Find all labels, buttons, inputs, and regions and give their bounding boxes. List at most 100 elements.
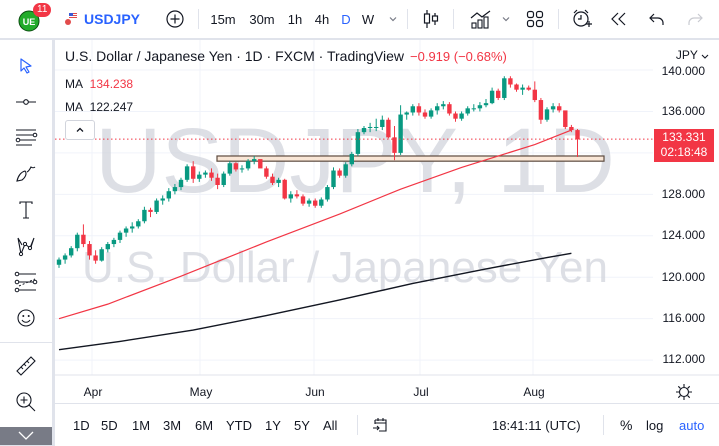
- trend-line-tool[interactable]: [0, 86, 52, 118]
- interval-label: 1h: [287, 11, 303, 27]
- month-label: Aug: [523, 385, 545, 399]
- range-label: 3M: [163, 417, 182, 433]
- bottom-toolbar: 1D 5D 1M 3M 6M YTD 1Y 5Y All 18:41:11 (U…: [55, 403, 719, 446]
- range-label: 1D: [73, 417, 90, 433]
- divider: [357, 415, 358, 435]
- chevron-down-icon: [701, 54, 709, 59]
- percent-label: %: [620, 417, 633, 433]
- compare-add-button[interactable]: [162, 0, 188, 38]
- gear-icon: [676, 384, 692, 400]
- range-1m[interactable]: 1M: [132, 404, 150, 446]
- horizontal-lines-tool[interactable]: [0, 122, 52, 154]
- month-label: Apr: [83, 385, 103, 399]
- layout-button[interactable]: [522, 0, 548, 38]
- price-label: 128.000: [661, 187, 705, 201]
- currency-selector[interactable]: JPY: [676, 48, 709, 62]
- text-tool[interactable]: [0, 194, 52, 226]
- month-label: Jun: [305, 385, 325, 399]
- notification-badge: 11: [33, 3, 52, 17]
- undo-button[interactable]: [644, 0, 670, 38]
- range-1d[interactable]: 1D: [73, 404, 90, 446]
- chart-type-button[interactable]: [419, 0, 443, 38]
- pattern-tool[interactable]: [0, 230, 52, 262]
- range-all[interactable]: All: [323, 404, 337, 446]
- svg-text:UE: UE: [23, 17, 36, 27]
- measure-tool[interactable]: [0, 350, 52, 382]
- symbol-label: USDJPY: [84, 11, 141, 27]
- bar-countdown: 02:18:48: [660, 145, 708, 159]
- interval-label: W: [361, 11, 375, 27]
- brush-tool[interactable]: [0, 158, 52, 190]
- range-label: 5Y: [294, 417, 310, 433]
- text-t-icon: [19, 201, 33, 219]
- month-label: Jul: [413, 385, 429, 399]
- redo-button[interactable]: [682, 0, 708, 38]
- ma-label: MA: [65, 100, 83, 114]
- zoom-in-tool[interactable]: [0, 386, 52, 418]
- replay-button[interactable]: [606, 0, 632, 38]
- indicators-dropdown[interactable]: [499, 0, 513, 38]
- legend-collapse-button[interactable]: [65, 120, 95, 140]
- interval-d[interactable]: D: [337, 0, 355, 38]
- drawing-toolbar: [0, 40, 52, 445]
- range-6m[interactable]: 6M: [195, 404, 213, 446]
- grid-layout-icon: [526, 10, 544, 28]
- user-avatar[interactable]: UE 11: [9, 0, 52, 38]
- price-label: 140.000: [661, 64, 705, 78]
- price-label: 116.000: [662, 311, 706, 325]
- range-3m[interactable]: 3M: [163, 404, 181, 446]
- ruler-icon: [16, 356, 36, 376]
- range-label: 1Y: [265, 417, 281, 433]
- price-chart[interactable]: USDJPY, 1DU.S. Dollar / Japanese Yen: [55, 40, 719, 445]
- clock-label: 18:41:11 (UTC): [492, 417, 581, 433]
- go-to-date-button[interactable]: [371, 404, 389, 446]
- interval-30m[interactable]: 30m: [245, 0, 279, 38]
- symbol-search[interactable]: USDJPY: [64, 0, 144, 38]
- interval-15m[interactable]: 15m: [208, 0, 238, 38]
- auto-label: auto: [679, 417, 705, 433]
- chevron-up-icon: [76, 127, 84, 132]
- price-label: 120.000: [661, 270, 705, 284]
- plus-circle-icon: [166, 10, 184, 28]
- month-label: May: [189, 385, 213, 399]
- percent-scale-toggle[interactable]: %: [620, 404, 632, 446]
- range-1y[interactable]: 1Y: [265, 404, 281, 446]
- range-5d[interactable]: 5D: [101, 404, 118, 446]
- ma-label: MA: [65, 77, 83, 91]
- auto-scale-toggle[interactable]: auto: [679, 404, 704, 446]
- range-label: YTD: [226, 417, 252, 433]
- candles-icon: [423, 10, 439, 28]
- interval-w[interactable]: W: [360, 0, 376, 38]
- chart-settings-button[interactable]: [675, 383, 693, 406]
- interval-dropdown[interactable]: [386, 0, 400, 38]
- top-toolbar: UE 11 USDJPY 15m 30m 1h 4h D W: [0, 0, 719, 39]
- price-change: −0.919 (−0.68%): [410, 49, 507, 64]
- cursor-tool[interactable]: [0, 50, 52, 82]
- currency-label: JPY: [675, 48, 698, 62]
- indicators-icon: [470, 10, 491, 29]
- ma-legend-1[interactable]: MA 134.238: [65, 77, 133, 91]
- range-label: All: [323, 417, 338, 433]
- divider: [0, 342, 52, 343]
- range-label: 1M: [132, 417, 151, 433]
- svg-text:U.S. Dollar / Japanese Yen: U.S. Dollar / Japanese Yen: [82, 243, 608, 292]
- chevron-down-icon: [18, 431, 34, 440]
- interval-4h[interactable]: 4h: [311, 0, 333, 38]
- clock-timezone[interactable]: 18:41:11 (UTC): [492, 404, 581, 446]
- fib-tool[interactable]: [0, 266, 52, 298]
- chart-pane[interactable]: USDJPY, 1D U.S. Dollar / Japanese Yen U.S…: [55, 40, 719, 445]
- ma-legend-2[interactable]: MA 122.247: [65, 100, 133, 114]
- alert-button[interactable]: [568, 0, 596, 38]
- flag-icon: [64, 12, 78, 26]
- indicators-button[interactable]: [466, 0, 496, 38]
- divider: [407, 9, 408, 29]
- chevron-down-icon: [502, 17, 510, 22]
- interval-1h[interactable]: 1h: [284, 0, 306, 38]
- parallel-lines-icon: [15, 129, 38, 146]
- log-label: log: [646, 417, 664, 433]
- emoji-tool[interactable]: [0, 302, 52, 334]
- log-scale-toggle[interactable]: log: [646, 404, 663, 446]
- range-ytd[interactable]: YTD: [226, 404, 252, 446]
- range-5y[interactable]: 5Y: [294, 404, 310, 446]
- more-tools-toggle[interactable]: [0, 427, 52, 445]
